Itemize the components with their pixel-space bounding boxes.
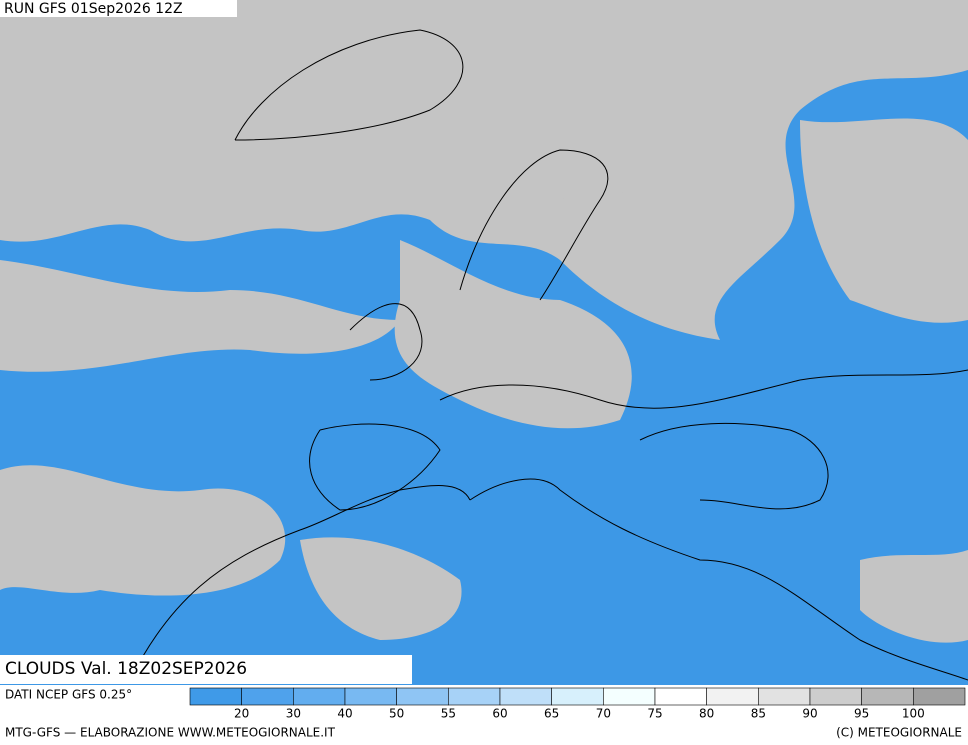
colorbar-label: 85 (751, 707, 766, 721)
colorbar-label: 60 (492, 707, 507, 721)
colorbar-label: 65 (544, 707, 559, 721)
colorbar-swatch (448, 687, 501, 706)
colorbar-label: 100 (902, 707, 925, 721)
colorbar-swatch (809, 687, 862, 706)
colorbar-swatch (603, 687, 656, 706)
colorbar-label: 30 (286, 707, 301, 721)
colorbar-swatch (861, 687, 914, 706)
run-label: RUN GFS 01Sep2026 12Z (4, 1, 183, 17)
coastlines (129, 29, 968, 681)
colorbar-label: 90 (802, 707, 817, 721)
colorbar-label: 55 (441, 707, 456, 721)
colorbar-swatch (396, 687, 449, 706)
footer-right: (C) METEOGIORNALE (836, 726, 962, 740)
field-label: CLOUDS Val. 18Z02SEP2026 (5, 659, 247, 679)
colorbar-swatch (499, 687, 552, 706)
colorbar-swatch (344, 687, 397, 706)
colorbar-swatch (706, 687, 759, 706)
colorbar-label: 95 (854, 707, 869, 721)
colorbar-swatch (293, 687, 346, 706)
map: RUN GFS 01Sep2026 12Z CLOUDS Val. 18Z02S… (0, 0, 968, 685)
colorbar-swatch (241, 687, 294, 706)
colorbar-swatch (654, 687, 707, 706)
colorbar-label: 80 (699, 707, 714, 721)
colorbar-label: 50 (389, 707, 404, 721)
source-label: DATI NCEP GFS 0.25° (5, 688, 132, 702)
field-label-box (0, 655, 412, 684)
colorbar-swatch (189, 687, 242, 706)
run-label-box (0, 0, 237, 17)
colorbar-swatch (913, 687, 966, 706)
cloud-cover (0, 0, 968, 643)
colorbar: 20 30 40 50 55 60 65 70 75 80 85 90 95 100 (189, 687, 966, 721)
footer-left: MTG-GFS — ELABORAZIONE WWW.METEOGIORNALE… (5, 726, 336, 740)
colorbar-label: 75 (647, 707, 662, 721)
colorbar-label: 20 (234, 707, 249, 721)
colorbar-swatch (758, 687, 811, 706)
colorbar-swatch (551, 687, 604, 706)
colorbar-label: 70 (596, 707, 611, 721)
colorbar-label: 40 (337, 707, 352, 721)
